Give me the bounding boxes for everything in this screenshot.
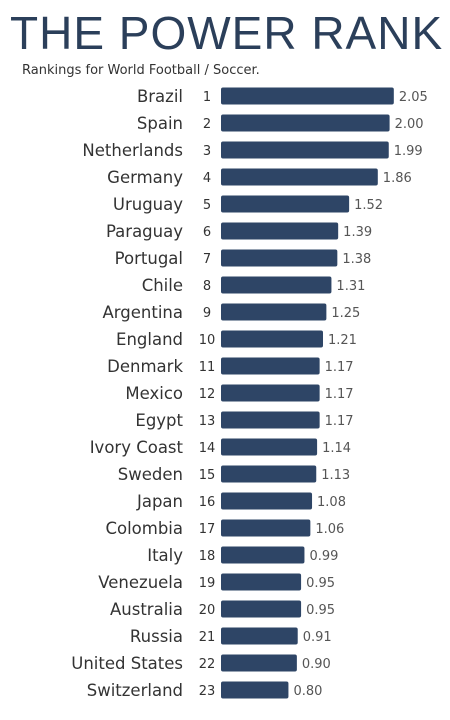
team-label-mexico: Mexico	[125, 384, 183, 403]
bar-portugal	[221, 249, 338, 267]
value-label-netherlands: 1.99	[394, 144, 423, 159]
bar-united-states	[221, 654, 297, 672]
value-label-argentina: 1.25	[331, 306, 360, 321]
team-label-egypt: Egypt	[135, 411, 183, 430]
value-label-paraguay: 1.39	[343, 225, 372, 240]
team-label-portugal: Portugal	[115, 249, 183, 268]
bar-ivory-coast	[221, 438, 318, 456]
team-label-germany: Germany	[107, 168, 183, 187]
rank-label-netherlands: 3	[203, 144, 211, 159]
team-label-netherlands: Netherlands	[82, 141, 183, 160]
rank-label-denmark: 11	[199, 360, 216, 375]
team-label-spain: Spain	[137, 114, 183, 133]
team-label-italy: Italy	[147, 546, 183, 565]
value-label-australia: 0.95	[306, 603, 335, 618]
team-label-sweden: Sweden	[118, 465, 183, 484]
team-label-venezuela: Venezuela	[98, 573, 183, 592]
bar-australia	[221, 600, 302, 618]
team-label-brazil: Brazil	[137, 87, 183, 106]
value-label-mexico: 1.17	[325, 387, 354, 402]
rank-label-venezuela: 19	[199, 576, 216, 591]
bar-switzerland	[221, 681, 289, 699]
value-label-united-states: 0.90	[302, 657, 331, 672]
bar-paraguay	[221, 222, 339, 240]
team-label-paraguay: Paraguay	[106, 222, 183, 241]
bar-germany	[221, 168, 378, 186]
rank-label-mexico: 12	[199, 387, 216, 402]
value-label-japan: 1.08	[317, 495, 346, 510]
team-label-colombia: Colombia	[105, 519, 183, 538]
bar-denmark	[221, 357, 320, 375]
bar-russia	[221, 627, 298, 645]
value-label-venezuela: 0.95	[306, 576, 335, 591]
rank-label-england: 10	[199, 333, 216, 348]
team-label-russia: Russia	[130, 627, 183, 646]
team-label-england: England	[116, 330, 183, 349]
team-label-ivory-coast: Ivory Coast	[90, 438, 184, 457]
bar-england	[221, 330, 324, 348]
rank-label-japan: 16	[199, 495, 216, 510]
value-label-spain: 2.00	[395, 117, 424, 132]
rank-label-spain: 2	[203, 117, 211, 132]
rank-label-italy: 18	[199, 549, 216, 564]
bar-argentina	[221, 303, 327, 321]
rank-label-australia: 20	[199, 603, 216, 618]
page-subtitle: Rankings for World Football / Soccer.	[22, 63, 260, 78]
value-label-brazil: 2.05	[399, 90, 428, 105]
value-label-england: 1.21	[328, 333, 357, 348]
value-label-egypt: 1.17	[325, 414, 354, 429]
value-label-ivory-coast: 1.14	[322, 441, 351, 456]
team-label-australia: Australia	[110, 600, 183, 619]
value-label-sweden: 1.13	[321, 468, 350, 483]
bar-colombia	[221, 519, 311, 537]
bar-mexico	[221, 384, 320, 402]
rank-label-uruguay: 5	[203, 198, 211, 213]
team-label-denmark: Denmark	[107, 357, 183, 376]
bar-brazil	[221, 87, 394, 105]
bar-venezuela	[221, 573, 302, 591]
rank-label-germany: 4	[203, 171, 211, 186]
page-title: THE POWER RANK	[10, 7, 444, 59]
team-label-united-states: United States	[71, 654, 183, 673]
bar-japan	[221, 492, 313, 510]
team-label-chile: Chile	[142, 276, 183, 295]
bar-netherlands	[221, 141, 389, 159]
rank-label-paraguay: 6	[203, 225, 211, 240]
value-label-denmark: 1.17	[325, 360, 354, 375]
bar-uruguay	[221, 195, 350, 213]
rank-label-colombia: 17	[199, 522, 216, 537]
value-label-russia: 0.91	[303, 630, 332, 645]
rank-label-egypt: 13	[199, 414, 216, 429]
rank-label-united-states: 22	[199, 657, 216, 672]
value-label-germany: 1.86	[383, 171, 412, 186]
rank-label-portugal: 7	[203, 252, 211, 267]
bar-chile	[221, 276, 332, 294]
bar-egypt	[221, 411, 320, 429]
bar-spain	[221, 114, 390, 132]
value-label-switzerland: 0.80	[293, 684, 322, 699]
rank-label-switzerland: 23	[199, 684, 216, 699]
value-label-colombia: 1.06	[315, 522, 344, 537]
rank-label-sweden: 15	[199, 468, 216, 483]
team-label-argentina: Argentina	[103, 303, 184, 322]
rank-label-ivory-coast: 14	[199, 441, 216, 456]
bar-sweden	[221, 465, 317, 483]
value-label-portugal: 1.38	[342, 252, 371, 267]
team-label-uruguay: Uruguay	[113, 195, 183, 214]
team-label-japan: Japan	[136, 492, 183, 511]
rank-label-brazil: 1	[203, 90, 211, 105]
bar-italy	[221, 546, 305, 564]
value-label-chile: 1.31	[336, 279, 365, 294]
value-label-italy: 0.99	[309, 549, 338, 564]
team-label-switzerland: Switzerland	[87, 681, 183, 700]
rank-label-russia: 21	[199, 630, 216, 645]
rank-label-chile: 8	[203, 279, 211, 294]
value-label-uruguay: 1.52	[354, 198, 383, 213]
rank-label-argentina: 9	[203, 306, 211, 321]
